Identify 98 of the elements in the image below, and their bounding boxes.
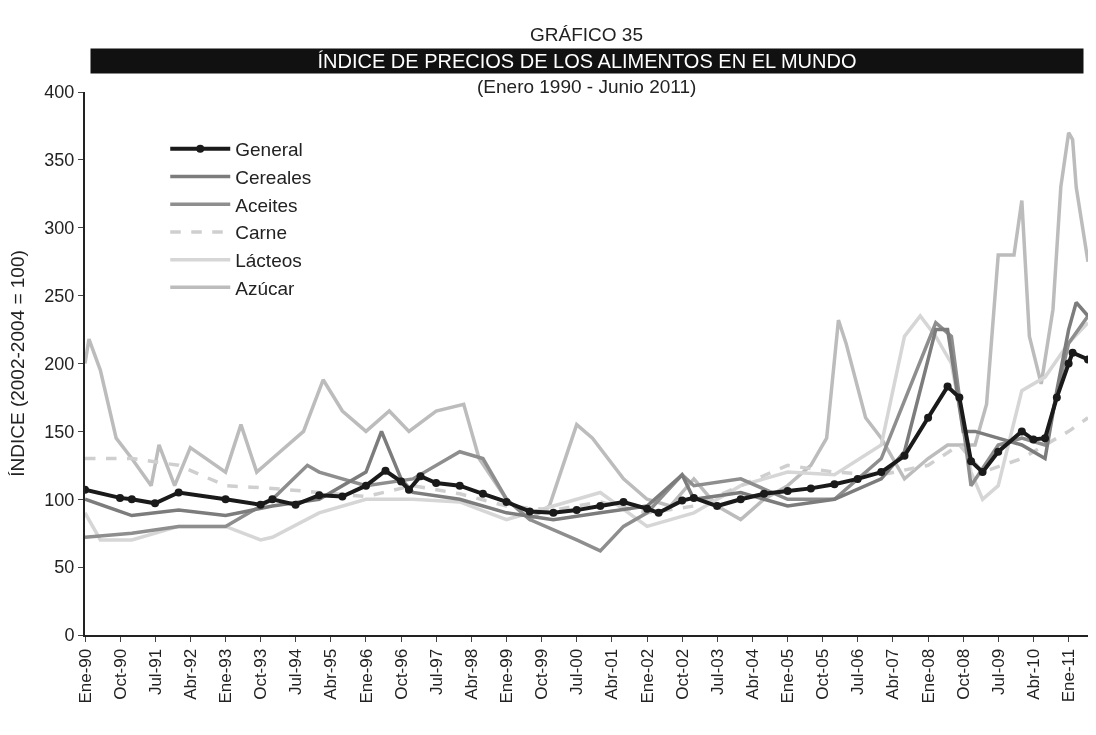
point [924, 413, 933, 422]
point [572, 506, 581, 515]
point [830, 480, 839, 489]
point [994, 447, 1003, 456]
x-tick-label: Oct-96 [391, 648, 411, 700]
x-tick-label: Ene-05 [778, 648, 798, 704]
x-tick-label: Ene-02 [637, 648, 657, 704]
point [1041, 434, 1050, 443]
y-tick-label: 200 [44, 353, 75, 374]
point [478, 489, 487, 498]
x-tick-label: Oct-05 [813, 648, 833, 700]
point [397, 477, 406, 486]
point [596, 502, 605, 511]
point [689, 493, 698, 502]
point [432, 478, 441, 487]
x-tick-label: Ene-96 [356, 648, 376, 704]
x-tick-label: Ene-11 [1059, 648, 1079, 703]
legend-label: Lácteos [235, 250, 302, 272]
x-tick-label: Ene-93 [216, 648, 236, 704]
x-tick-label: Ene-08 [918, 648, 938, 704]
point [291, 500, 300, 509]
y-tick-label: 50 [54, 557, 75, 578]
x-tick-label: Abr-10 [1023, 648, 1043, 700]
point [381, 466, 390, 475]
point [783, 487, 792, 496]
point [643, 504, 652, 513]
point [967, 457, 976, 466]
x-tick-label: Abr-92 [180, 648, 200, 700]
point [315, 491, 324, 500]
point [1068, 348, 1077, 357]
point [361, 481, 370, 490]
x-tick-label: Jul-94 [286, 648, 306, 696]
x-tick-label: Abr-07 [883, 648, 903, 700]
legend-label: Cereales [235, 166, 312, 188]
y-tick-label: 250 [44, 285, 75, 306]
point [1064, 359, 1073, 368]
point [806, 484, 815, 493]
x-tick-label: Ene-90 [75, 648, 95, 704]
y-tick-label: 100 [44, 489, 75, 510]
x-tick-label: Jul-91 [145, 648, 165, 696]
x-tick-label: Jul-97 [426, 648, 446, 696]
y-tick-label: 300 [44, 218, 75, 239]
point [943, 382, 952, 391]
point [116, 493, 125, 502]
x-tick-label: Abr-98 [461, 648, 481, 700]
point [1052, 393, 1061, 402]
x-tick-label: Oct-90 [110, 648, 130, 700]
point [877, 468, 886, 477]
y-axis-title: ÍNDICE (2002-2004 = 100) [6, 250, 28, 477]
x-tick-label: Oct-99 [532, 648, 552, 700]
point [268, 495, 277, 504]
point [127, 495, 136, 504]
point [256, 500, 265, 509]
point [760, 489, 769, 498]
x-tick-label: Jul-09 [988, 648, 1008, 696]
point [416, 472, 425, 481]
point [404, 485, 413, 494]
point [978, 468, 987, 477]
legend-label: Carne [235, 222, 287, 244]
x-tick-label: Jul-00 [567, 648, 587, 696]
point [221, 495, 230, 504]
x-tick-label: Oct-93 [251, 648, 271, 700]
x-tick-label: Ene-99 [497, 648, 517, 704]
point [736, 495, 745, 504]
point [525, 507, 534, 516]
chart-subtitle: ÍNDICE DE PRECIOS DE LOS ALIMENTOS EN EL MUNDO [317, 50, 857, 72]
point [151, 499, 160, 508]
point [1017, 427, 1026, 436]
point [713, 502, 722, 511]
point [654, 508, 663, 517]
point [853, 474, 862, 483]
point [1029, 435, 1038, 444]
legend-label: Aceites [235, 194, 298, 216]
y-tick-label: 150 [44, 421, 75, 442]
legend-label: General [235, 139, 303, 161]
point [338, 492, 347, 501]
x-tick-label: Abr-95 [321, 648, 341, 700]
point [900, 451, 909, 460]
x-tick-label: Oct-08 [953, 648, 973, 700]
point [678, 496, 687, 505]
chart-title: GRÁFICO 35 [530, 24, 643, 45]
x-tick-label: Abr-04 [742, 648, 762, 700]
legend-label: Azúcar [235, 277, 296, 299]
x-tick-label: Jul-03 [707, 648, 727, 696]
point [455, 481, 464, 490]
x-tick-label: Oct-02 [672, 648, 692, 700]
x-tick-label: Jul-06 [848, 648, 868, 696]
y-tick-label: 350 [44, 150, 75, 171]
x-tick-label: Abr-01 [602, 648, 622, 700]
point [174, 488, 183, 497]
y-tick-label: 0 [64, 625, 75, 646]
point [619, 497, 628, 506]
point [549, 508, 558, 517]
annotation: (Enero 1990 - Junio 2011) [477, 76, 697, 97]
point [955, 393, 964, 402]
point [502, 497, 511, 506]
y-tick-label: 400 [44, 82, 75, 103]
line-series [85, 130, 1088, 522]
